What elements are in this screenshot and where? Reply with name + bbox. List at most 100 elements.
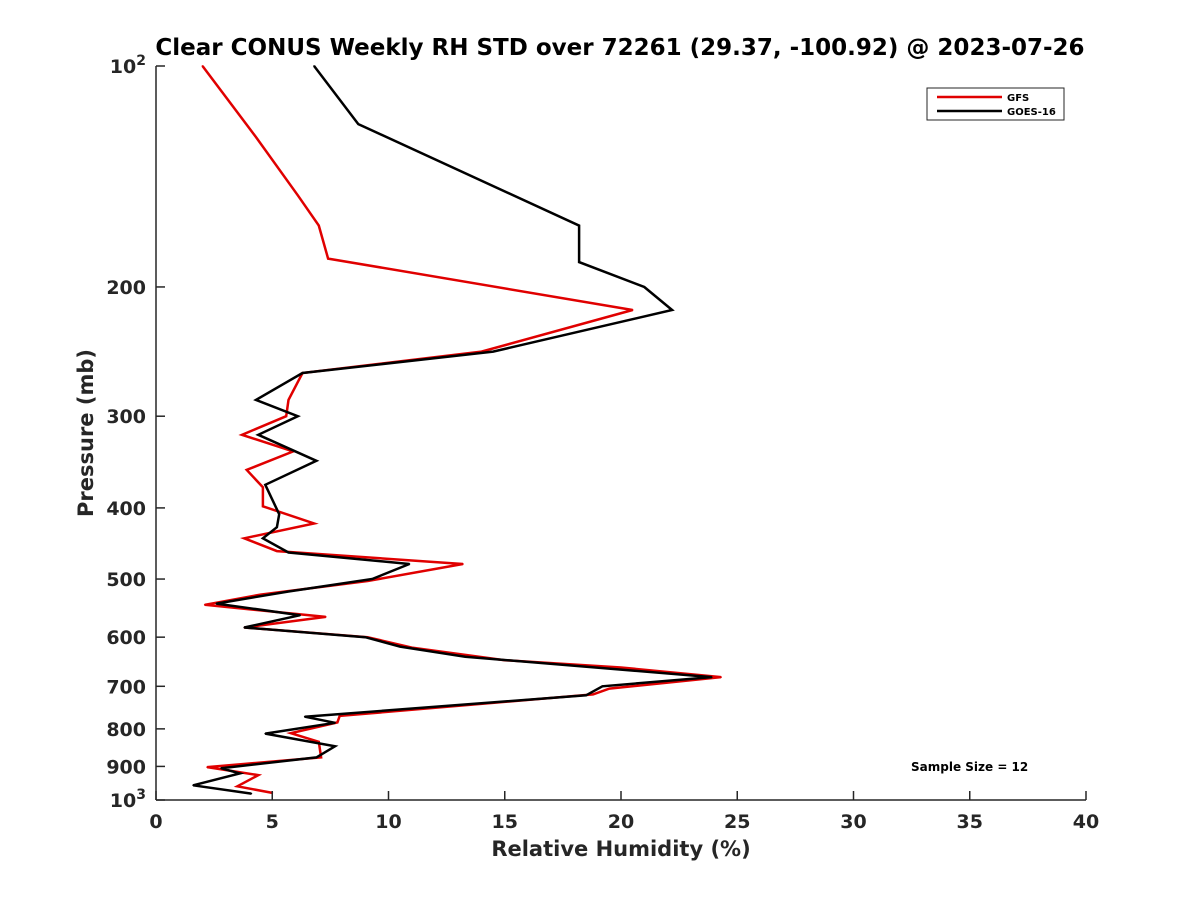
- x-tick-label: 15: [492, 811, 518, 833]
- data-point-goes16: [255, 399, 257, 401]
- data-point-gfs: [592, 693, 594, 696]
- data-point-goes16: [287, 551, 290, 554]
- data-point-goes16: [313, 65, 315, 67]
- y-tick-label: 900: [106, 756, 146, 778]
- data-point-gfs: [620, 666, 622, 669]
- data-point-gfs: [201, 65, 204, 67]
- data-point-goes16: [264, 483, 267, 486]
- data-point-goes16: [643, 286, 646, 288]
- data-point-gfs: [313, 522, 315, 525]
- chart-title: Clear CONUS Weekly RH STD over 72261 (29…: [155, 35, 1084, 61]
- data-point-goes16: [287, 590, 290, 593]
- data-point-gfs: [285, 415, 288, 418]
- y-tick-base: 10: [110, 790, 136, 812]
- legend-label-gfs: GFS: [1007, 93, 1029, 104]
- data-point-goes16: [334, 721, 336, 724]
- series-line-goes16: [192, 65, 712, 795]
- x-tick-label: 0: [149, 811, 162, 833]
- data-point-goes16: [243, 626, 246, 629]
- data-point-goes16: [492, 350, 494, 353]
- x-tick-label: 20: [608, 811, 634, 833]
- data-point-gfs: [287, 399, 290, 401]
- data-point-goes16: [334, 745, 336, 748]
- data-point-goes16: [238, 772, 241, 775]
- data-point-gfs: [608, 687, 611, 690]
- data-point-goes16: [585, 694, 587, 697]
- legend-box: [926, 87, 1065, 121]
- y-tick-base: 10: [110, 56, 136, 78]
- y-tick-exponent: 2: [136, 53, 146, 69]
- data-point-gfs: [255, 136, 257, 139]
- sample-size-annotation: Sample Size = 12: [911, 760, 1028, 774]
- data-point-goes16: [257, 433, 260, 436]
- data-point-gfs: [290, 732, 292, 735]
- data-point-goes16: [464, 655, 467, 658]
- x-tick-label: 40: [1073, 811, 1099, 833]
- y-tick-label: 300: [106, 406, 146, 428]
- x-tick-label: 30: [840, 811, 866, 833]
- data-point-goes16: [303, 715, 306, 718]
- data-point-goes16: [299, 614, 301, 617]
- data-point-gfs: [327, 257, 329, 260]
- data-point-goes16: [578, 224, 580, 227]
- data-point-goes16: [601, 685, 604, 688]
- data-point-gfs: [262, 505, 264, 508]
- data-point-goes16: [371, 578, 374, 580]
- data-point-gfs: [720, 676, 722, 678]
- data-point-gfs: [324, 616, 327, 618]
- y-tick-label: 400: [106, 498, 146, 520]
- y-tick-label: 600: [106, 627, 146, 649]
- series-lines: [192, 65, 722, 795]
- data-point-goes16: [357, 123, 360, 125]
- data-point-goes16: [276, 526, 278, 529]
- data-point-goes16: [671, 309, 673, 311]
- data-point-goes16: [315, 459, 318, 462]
- data-point-goes16: [220, 767, 223, 770]
- legend: GFS GOES-16: [926, 87, 1065, 121]
- data-point-goes16: [315, 756, 318, 759]
- data-point-goes16: [278, 513, 281, 516]
- data-point-goes16: [215, 602, 218, 605]
- data-point-goes16: [262, 537, 264, 540]
- y-tick-label: 500: [106, 569, 146, 591]
- data-point-gfs: [462, 563, 464, 565]
- data-point-gfs: [262, 486, 264, 489]
- y-tick-label: 700: [106, 676, 146, 698]
- data-point-gfs: [245, 469, 248, 471]
- data-point-goes16: [192, 784, 195, 787]
- x-tick-label: 5: [266, 811, 279, 833]
- data-point-gfs: [276, 550, 278, 552]
- data-point-gfs: [241, 433, 243, 436]
- y-tick-label: 102: [110, 53, 146, 78]
- data-point-gfs: [338, 715, 341, 717]
- data-point-gfs: [206, 766, 209, 768]
- x-axis-label: Relative Humidity (%): [491, 837, 750, 861]
- data-point-gfs: [296, 194, 299, 197]
- plot-area: [156, 66, 1086, 800]
- x-ticks: 0 5 10 15 20 25 30 35 40: [149, 791, 1099, 833]
- data-point-goes16: [250, 792, 253, 795]
- x-tick-label: 25: [724, 811, 750, 833]
- data-point-gfs: [317, 224, 320, 227]
- data-point-goes16: [399, 645, 401, 648]
- data-point-gfs: [203, 603, 206, 606]
- data-point-gfs: [236, 785, 239, 788]
- data-point-goes16: [710, 676, 713, 678]
- data-point-goes16: [296, 415, 299, 418]
- data-point-gfs: [320, 756, 322, 759]
- y-tick-label: 200: [106, 277, 146, 299]
- data-point-gfs: [243, 537, 246, 540]
- data-point-goes16: [408, 563, 411, 565]
- data-point-gfs: [631, 309, 634, 311]
- data-point-gfs: [336, 721, 339, 724]
- data-point-goes16: [578, 261, 580, 263]
- x-tick-label: 10: [375, 811, 401, 833]
- data-point-gfs: [257, 774, 260, 776]
- y-axis-label: Pressure (mb): [74, 349, 98, 517]
- data-point-goes16: [301, 372, 304, 374]
- y-tick-label: 800: [106, 719, 146, 741]
- data-point-goes16: [364, 636, 367, 639]
- data-point-goes16: [264, 732, 267, 735]
- y-tick-label: 103: [110, 787, 146, 812]
